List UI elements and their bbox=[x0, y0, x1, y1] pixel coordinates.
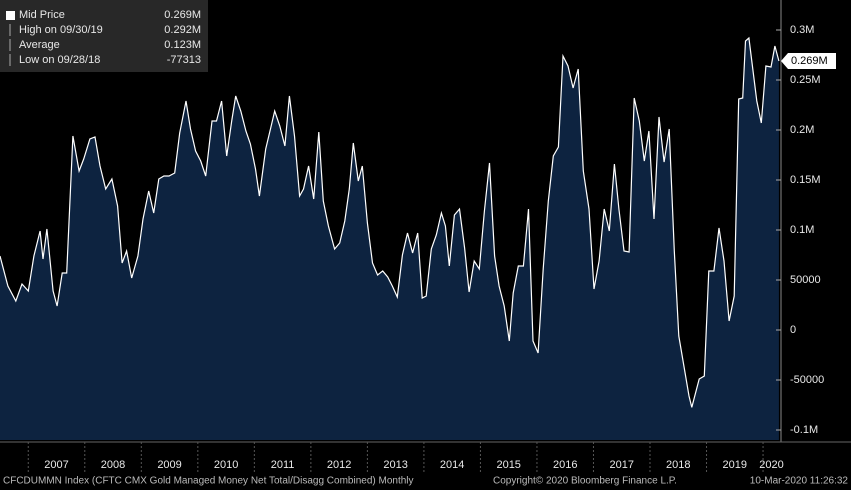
annotation-label: 0.269M bbox=[791, 55, 828, 67]
x-tick-label: 2014 bbox=[440, 459, 464, 471]
footer-timestamp: 10-Mar-2020 11:26:32 bbox=[750, 476, 849, 487]
legend-value: -77313 bbox=[167, 54, 201, 66]
legend-label: Low on 09/28/18 bbox=[19, 54, 100, 66]
x-tick-label: 2013 bbox=[383, 459, 407, 471]
legend-label: High on 09/30/19 bbox=[19, 24, 103, 36]
plot-area bbox=[0, 36, 780, 440]
y-tick-label: 0.15M bbox=[790, 174, 821, 186]
x-tick-label: 2018 bbox=[666, 459, 690, 471]
x-tick-label: 2007 bbox=[44, 459, 68, 471]
y-tick-label: -50000 bbox=[790, 374, 824, 386]
legend-value: 0.269M bbox=[164, 9, 201, 21]
x-tick-label: 2010 bbox=[214, 459, 238, 471]
y-tick-label: 0 bbox=[790, 324, 796, 336]
area bbox=[0, 38, 779, 440]
x-tick-label: 2009 bbox=[157, 459, 181, 471]
x-tick-label: 2011 bbox=[271, 459, 295, 471]
y-tick-label: 50000 bbox=[790, 274, 821, 286]
x-tick-label: 2012 bbox=[327, 459, 351, 471]
y-tick-label: 0.2M bbox=[790, 124, 814, 136]
legend-value: 0.292M bbox=[164, 24, 201, 36]
legend-value: 0.123M bbox=[164, 39, 201, 51]
x-tick-label: 2020 bbox=[759, 459, 783, 471]
legend-box bbox=[0, 0, 208, 72]
legend-label: Average bbox=[19, 39, 60, 51]
annotation-tag bbox=[781, 53, 836, 69]
y-tick-label: 0.3M bbox=[790, 24, 814, 36]
line bbox=[0, 36, 780, 408]
legend-swatch bbox=[6, 11, 15, 20]
y-tick-label: 0.25M bbox=[790, 74, 821, 86]
footer-description: CFCDUMMN Index (CFTC CMX Gold Managed Mo… bbox=[3, 476, 414, 487]
x-tick-label: 2017 bbox=[609, 459, 633, 471]
y-tick-label: -0.1M bbox=[790, 424, 818, 436]
x-tick-label: 2015 bbox=[496, 459, 520, 471]
x-tick-label: 2019 bbox=[723, 459, 747, 471]
x-tick-label: 2016 bbox=[553, 459, 577, 471]
footer-copyright: Copyright© 2020 Bloomberg Finance L.P. bbox=[493, 476, 677, 487]
legend-label: Mid Price bbox=[19, 9, 65, 21]
y-tick-label: 0.1M bbox=[790, 224, 814, 236]
x-tick-label: 2008 bbox=[101, 459, 125, 471]
